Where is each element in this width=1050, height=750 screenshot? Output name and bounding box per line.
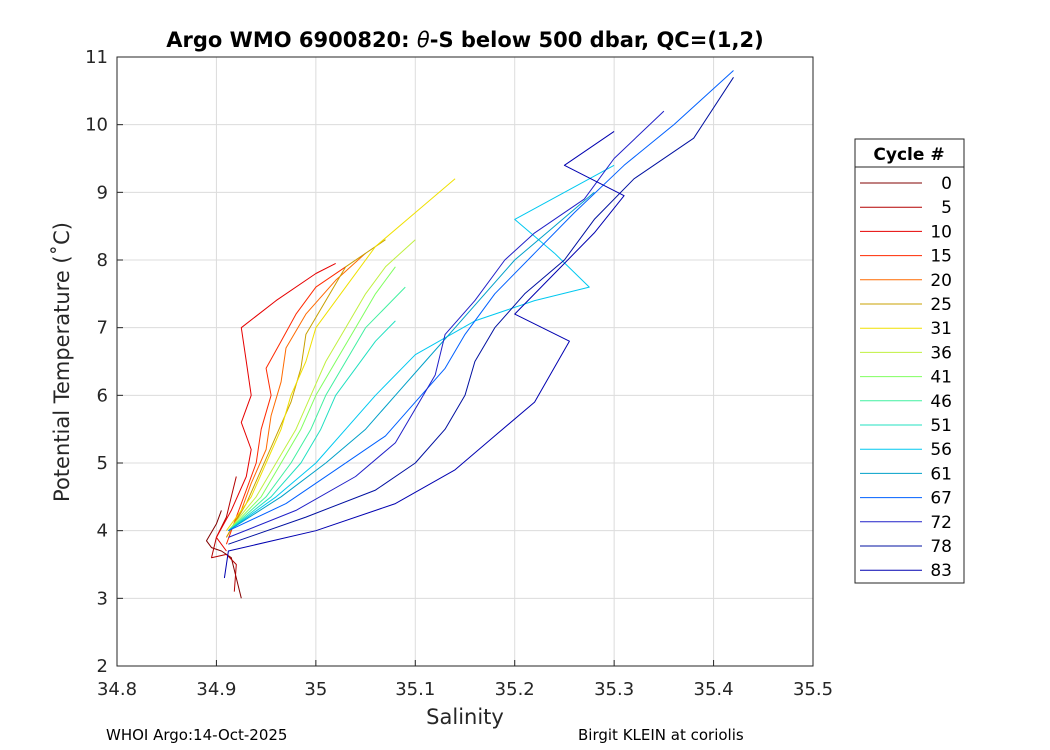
y-tick-label: 9 (97, 182, 108, 203)
x-tick-label: 35.5 (793, 679, 833, 700)
y-tick-label: 2 (97, 656, 108, 677)
legend-label: 5 (941, 198, 952, 218)
y-tick-label: 11 (85, 47, 108, 68)
legend-label: 31 (930, 319, 952, 339)
x-tick-label: 35.1 (395, 679, 435, 700)
legend-label: 25 (930, 295, 952, 315)
y-tick-label: 10 (85, 115, 108, 136)
legend-label: 41 (930, 368, 952, 388)
series-line-cycle-10 (215, 262, 336, 552)
legend-label: 83 (930, 561, 952, 581)
y-tick-label: 8 (97, 250, 108, 271)
y-tick-label: 7 (97, 318, 108, 339)
series-line-cycle-15 (225, 266, 346, 545)
series-line-cycle-36 (228, 239, 416, 532)
series-line-cycle-61 (228, 191, 595, 532)
series-line-cycle-31 (225, 178, 456, 531)
legend-label: 67 (930, 489, 952, 509)
series-line-cycle-41 (228, 266, 396, 532)
x-tick-label: 35.2 (495, 679, 535, 700)
x-tick-label: 34.8 (97, 679, 137, 700)
series-line-cycle-20 (225, 252, 366, 538)
series-line-cycle-56 (228, 164, 615, 532)
legend-label: 46 (930, 392, 952, 412)
legend-items: 0 5 10 15 20 25 31 36 41 46 51 56 61 67 72 78 83 (860, 174, 952, 581)
legend-label: 56 (930, 440, 952, 460)
plot-area (117, 57, 813, 666)
series-line-cycle-67 (228, 70, 734, 532)
y-tick-label: 3 (97, 588, 108, 609)
legend-label: 51 (930, 416, 952, 436)
y-axis: 2 3 4 5 6 7 8 9 10 11 (85, 47, 123, 677)
plot-frame (116, 56, 814, 667)
legend-label: 36 (930, 343, 952, 363)
legend: Cycle # 0 5 10 15 20 25 31 36 41 46 51 56 61 67 72 78 83 (854, 138, 965, 584)
series-line-cycle-78 (228, 77, 734, 545)
legend-label: 10 (930, 222, 952, 242)
series-layer (206, 70, 734, 599)
legend-label: 15 (930, 247, 952, 267)
y-tick-label: 6 (97, 385, 108, 406)
series-line-cycle-72 (228, 110, 665, 538)
credit-right: Birgit KLEIN at coriolis (578, 726, 744, 744)
credit-left: WHOI Argo:14-Oct-2025 (106, 726, 288, 744)
y-tick-label: 5 (97, 453, 108, 474)
x-axis: 34.8 34.9 35 35.1 35.2 35.3 35.4 35.5 (97, 660, 833, 700)
series-line-cycle-51 (228, 320, 396, 532)
legend-label: 72 (930, 513, 952, 533)
legend-label: 0 (941, 174, 952, 194)
series-line-cycle-5 (211, 476, 237, 592)
legend-label: 78 (930, 537, 952, 557)
legend-label: 61 (930, 464, 952, 484)
x-tick-label: 35.4 (694, 679, 734, 700)
series-line-cycle-46 (228, 286, 406, 532)
y-tick-label: 4 (97, 521, 108, 542)
x-tick-label: 35 (304, 679, 327, 700)
legend-box (854, 138, 965, 584)
chart-title: Argo WMO 6900820: θ-S below 500 dbar, QC… (166, 28, 763, 52)
legend-label: 20 (930, 271, 952, 291)
y-axis-label: Potential Temperature (˚C) (50, 222, 74, 502)
legend-title: Cycle # (873, 145, 944, 165)
series-line-cycle-83 (223, 130, 625, 579)
x-tick-label: 34.9 (196, 679, 236, 700)
x-axis-label: Salinity (426, 705, 504, 729)
x-tick-label: 35.3 (594, 679, 634, 700)
